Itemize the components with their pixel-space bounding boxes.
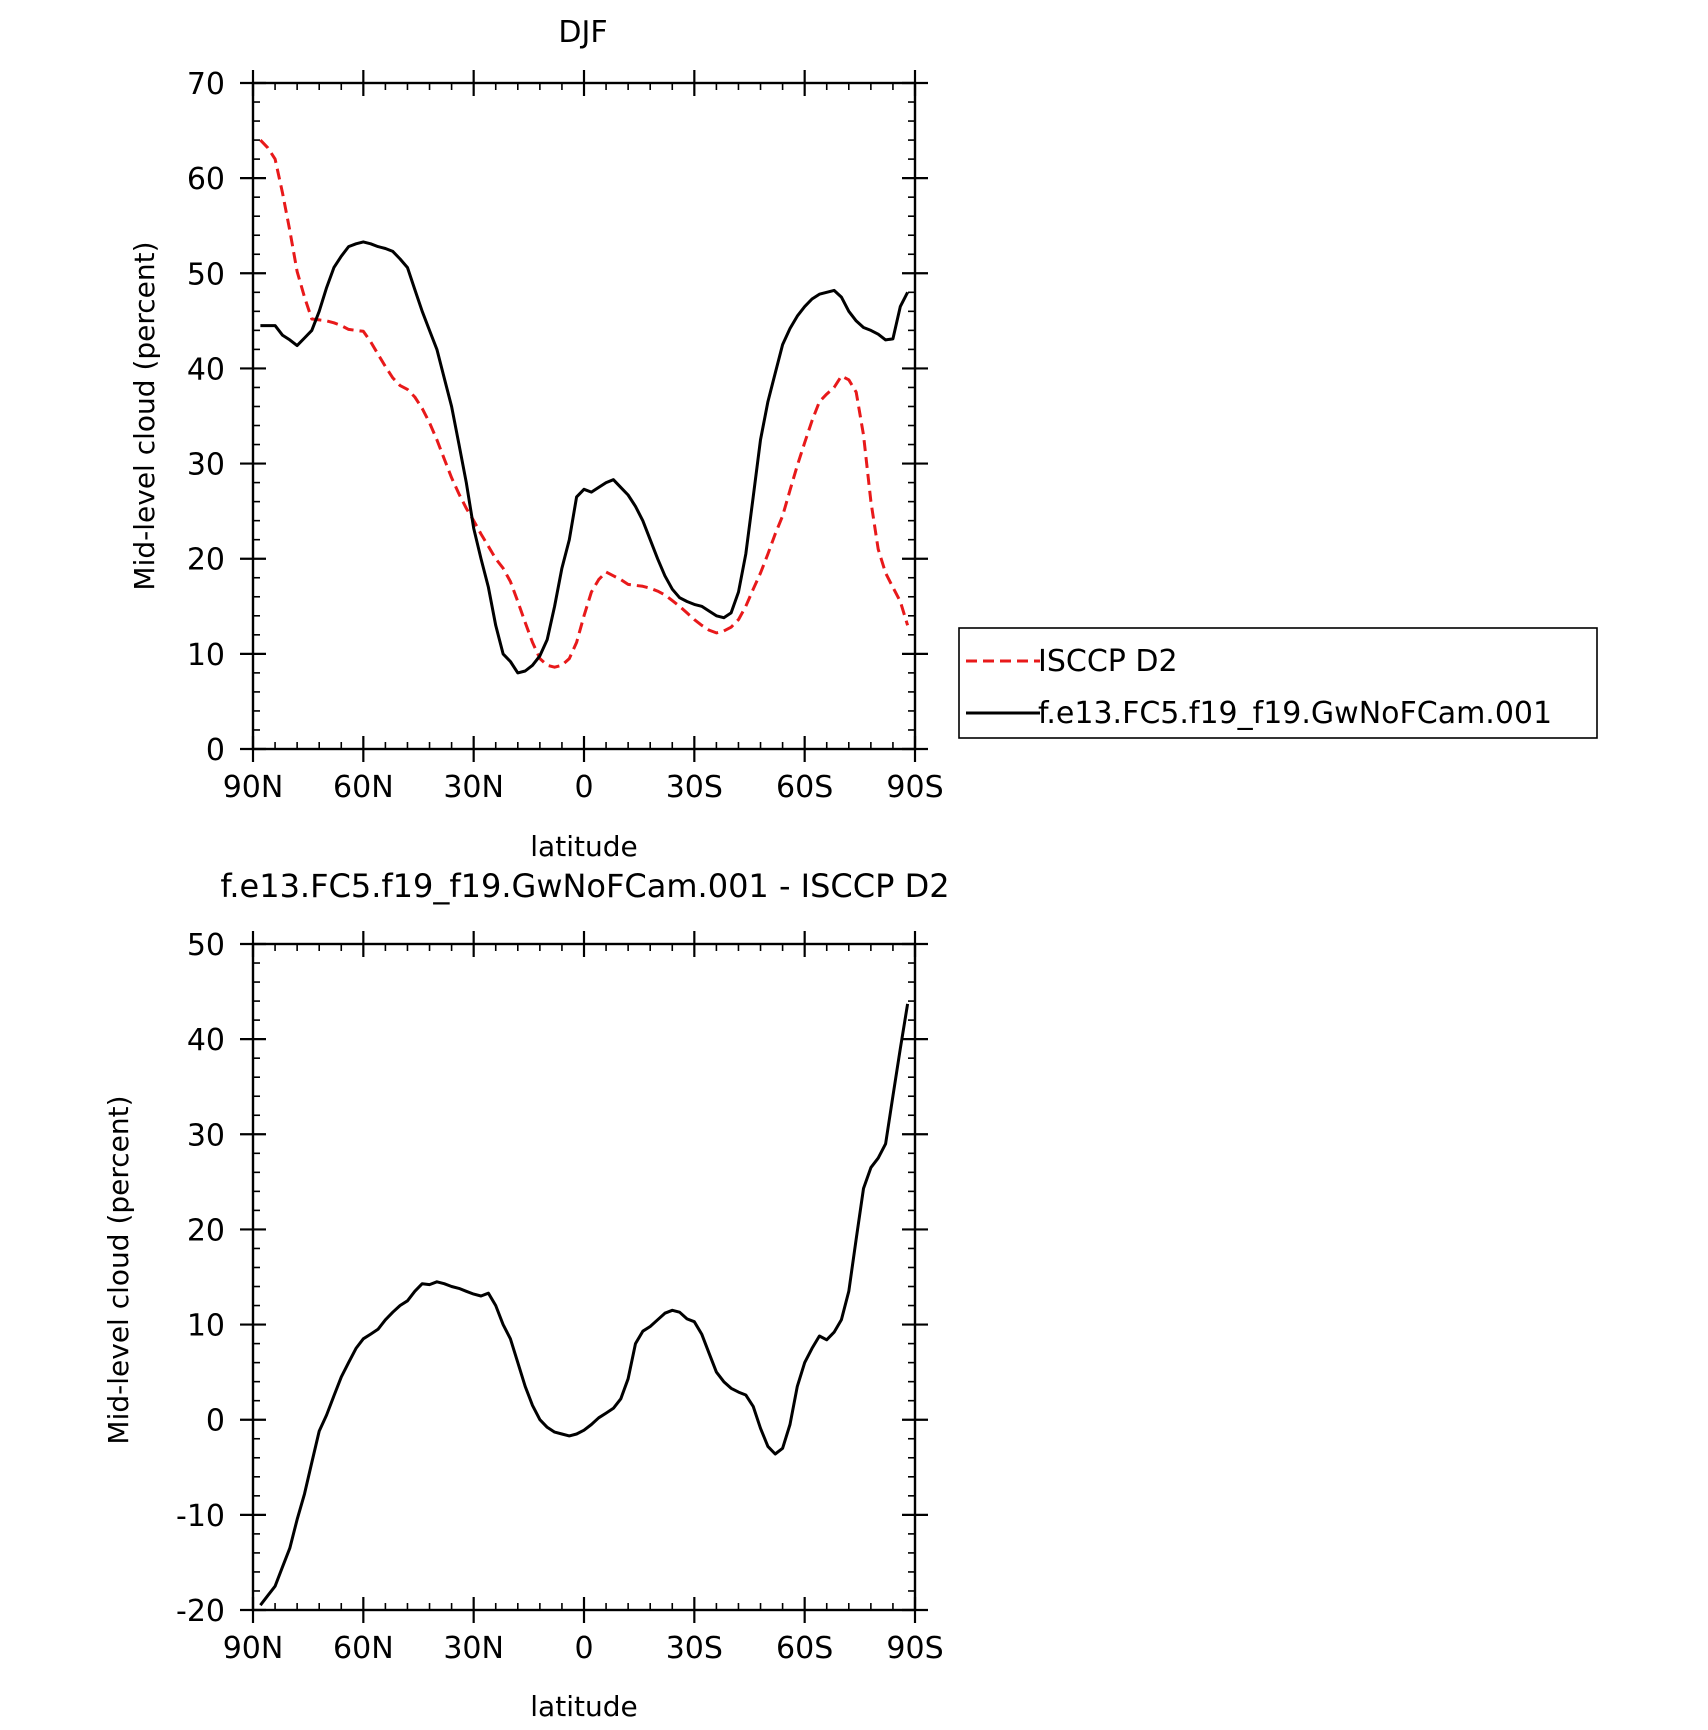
isccp-d2-series-line [259, 139, 910, 669]
y-tick-label: 60 [187, 162, 225, 197]
x-tick-label: 0 [574, 1631, 593, 1666]
y-tick-label: 0 [206, 1404, 225, 1439]
x-tick-label: 60S [776, 1631, 833, 1666]
difference-series-line [259, 1003, 910, 1607]
top-axis-ticks: 0 10 20 30 40 50 60 70 90N 60N 30N 0 30S 60S 90S [187, 67, 944, 805]
y-tick-label: 70 [187, 67, 225, 102]
top-series-layer [259, 139, 910, 675]
x-tick-label: 30N [443, 1631, 504, 1666]
x-tick-label: 0 [574, 770, 593, 805]
bottom-panel: f.e13.FC5.f19_f19.GwNoFCam.001 - ISCCP D… [102, 867, 950, 1723]
model-series-line [260, 240, 909, 675]
y-tick-label: 30 [187, 448, 225, 483]
y-tick-label: -10 [176, 1499, 225, 1534]
bottom-chart-title: f.e13.FC5.f19_f19.GwNoFCam.001 - ISCCP D… [220, 867, 949, 905]
x-tick-label: 30N [443, 770, 504, 805]
y-tick-label: 20 [187, 543, 225, 578]
legend: ISCCP D2 f.e13.FC5.f19_f19.GwNoFCam.001 [958, 627, 1598, 739]
y-tick-label: 40 [187, 1023, 225, 1058]
top-xaxis-label: latitude [530, 830, 637, 863]
legend-label-model: f.e13.FC5.f19_f19.GwNoFCam.001 [1038, 696, 1552, 731]
x-tick-label: 30S [666, 1631, 723, 1666]
x-tick-label: 60N [333, 770, 394, 805]
y-tick-label: 20 [187, 1213, 225, 1248]
x-tick-label: 90S [886, 770, 943, 805]
top-chart-title: DJF [558, 15, 607, 50]
x-tick-label: 30S [666, 770, 723, 805]
y-tick-label: 0 [206, 733, 225, 768]
bottom-axis-ticks: -20 -10 0 10 20 30 40 50 90N 60N 30N 0 30S 60S 90S [176, 928, 944, 1666]
y-tick-label: 50 [187, 257, 225, 292]
legend-box [958, 627, 1598, 739]
x-tick-label: 90S [886, 1631, 943, 1666]
y-tick-label: 40 [187, 352, 225, 387]
y-tick-label: -20 [176, 1594, 225, 1629]
x-tick-label: 90N [223, 770, 284, 805]
y-tick-label: 10 [187, 638, 225, 673]
top-panel: DJF 0 10 20 30 40 50 60 70 90N 60N 30N 0 30S 60S 90S l… [128, 15, 1598, 863]
x-tick-label: 60S [776, 770, 833, 805]
bottom-plot-frame [251, 942, 917, 1612]
y-tick-label: 50 [187, 928, 225, 963]
x-tick-label: 60N [333, 1631, 394, 1666]
top-yaxis-label: Mid-level cloud (percent) [128, 241, 161, 590]
legend-label-isccp: ISCCP D2 [1038, 644, 1178, 679]
bottom-series-layer [259, 1003, 910, 1607]
top-plot-frame [251, 81, 917, 751]
bottom-yaxis-label: Mid-level cloud (percent) [102, 1095, 135, 1444]
bottom-xaxis-label: latitude [530, 1690, 637, 1723]
y-tick-label: 10 [187, 1309, 225, 1344]
x-tick-label: 90N [223, 1631, 284, 1666]
y-tick-label: 30 [187, 1118, 225, 1153]
